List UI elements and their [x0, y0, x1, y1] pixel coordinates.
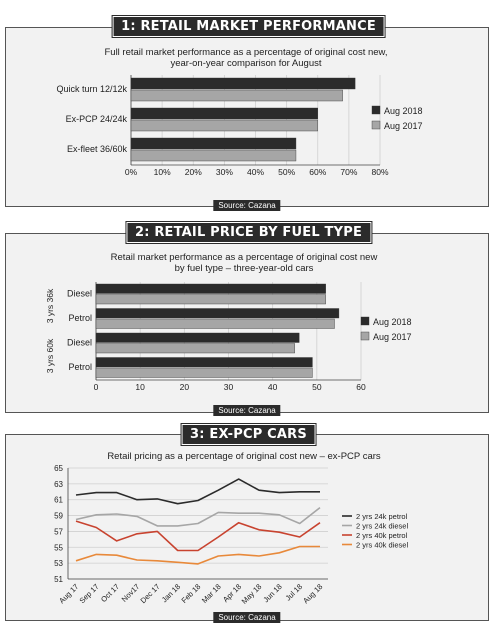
chart-1-category-label: Ex-fleet 36/60k [67, 144, 128, 154]
chart-2-group-label: 3 yrs 36k [45, 288, 55, 323]
chart-2-subtitle-line: Retail market performance as a percentag… [111, 252, 378, 263]
chart-2-x-tick-label: 0 [94, 382, 99, 392]
chart-panel-fuel-type: Retail market performance as a percentag… [5, 233, 489, 416]
chart-3-y-tick-label: 55 [54, 543, 63, 552]
chart-3-series-line-2-yrs-24k-petrol [75, 478, 320, 505]
chart-2-bar-aug-2017 [95, 367, 313, 378]
chart-1-bar-aug-2018 [130, 77, 356, 90]
chart-3-y-tick-label: 61 [54, 496, 63, 505]
chart-3-legend-label: 2 yrs 40k diesel [356, 541, 408, 550]
chart-panel-ex-pcp: Retail pricing as a percentage of origin… [5, 434, 489, 623]
chart-2-source: Source: Cazana [213, 405, 281, 416]
chart-2-legend-label: Aug 2017 [373, 332, 412, 342]
chart-3-source: Source: Cazana [213, 612, 281, 623]
chart-1-category-label: Quick turn 12/12k [56, 84, 127, 94]
chart-3-y-tick-label: 65 [54, 464, 63, 473]
chart-2-bar-aug-2018 [95, 308, 340, 319]
chart-2-x-tick-label: 60 [356, 382, 366, 392]
chart-1-x-tick-label: 30% [216, 167, 233, 177]
chart-2-category-label: Diesel [67, 289, 92, 299]
chart-3-y-tick-label: 59 [54, 512, 63, 521]
chart-3-x-tick-label: Feb 18 [180, 582, 203, 605]
chart-1-x-tick-label: 0% [125, 167, 138, 177]
chart-1-canvas: Full retail market performance as a perc… [56, 47, 423, 177]
chart-2-canvas: Retail market performance as a percentag… [45, 252, 412, 392]
chart-2-bar-aug-2018 [95, 283, 326, 294]
chart-1-bar-aug-2018 [130, 107, 318, 120]
chart-1-bar-aug-2018 [130, 137, 297, 150]
chart-3-x-tick-label: Jun 18 [261, 582, 283, 604]
chart-3-x-tick-label: Dec 17 [139, 582, 162, 605]
chart-2-bar-aug-2018 [95, 357, 313, 368]
chart-2-subtitle-line: by fuel type – three-year-old cars [175, 263, 314, 274]
chart-1-bar-aug-2017 [130, 119, 318, 132]
chart-2-x-tick-label: 10 [135, 382, 145, 392]
chart-3-legend-label: 2 yrs 24k petrol [356, 512, 408, 521]
chart-1-bar-aug-2017 [130, 89, 343, 102]
chart-2-heading: 2: RETAIL PRICE BY FUEL TYPE [124, 221, 373, 244]
chart-3-subtitle: Retail pricing as a percentage of origin… [107, 451, 381, 462]
chart-2-bar-aug-2017 [95, 343, 295, 354]
chart-2-category-label: Petrol [68, 313, 92, 323]
chart-3-x-tick-label: May 18 [240, 582, 264, 606]
chart-2-x-tick-label: 20 [180, 382, 190, 392]
chart-2-legend-swatch [360, 331, 370, 341]
chart-3-y-tick-label: 53 [54, 559, 63, 568]
chart-3-x-tick-label: Oct 17 [99, 582, 121, 604]
chart-3-y-tick-label: 51 [54, 575, 63, 584]
chart-1-bar-aug-2017 [130, 149, 297, 162]
chart-1-x-tick-label: 10% [154, 167, 171, 177]
chart-1-x-tick-label: 20% [185, 167, 202, 177]
chart-3-y-tick-label: 57 [54, 527, 63, 536]
chart-1-category-label: Ex-PCP 24/24k [66, 114, 128, 124]
chart-1-legend-swatch [371, 105, 381, 115]
chart-3-x-tick-label: Sep 17 [78, 582, 101, 605]
chart-3-x-tick-label: Aug 17 [57, 582, 80, 605]
chart-2-x-tick-label: 30 [224, 382, 234, 392]
chart-3-heading: 3: EX-PCP CARS [180, 423, 317, 446]
chart-2-x-tick-label: 50 [312, 382, 322, 392]
chart-2-bar-aug-2017 [95, 294, 326, 305]
chart-3-x-tick-label: Aug 18 [301, 582, 324, 605]
chart-3-series-line-2-yrs-40k-diesel [75, 545, 320, 565]
chart-3-x-tick-label: Mar 18 [200, 582, 223, 605]
chart-1-x-tick-label: 80% [371, 167, 388, 177]
chart-2-category-label: Petrol [68, 362, 92, 372]
chart-1-legend-label: Aug 2017 [384, 121, 423, 131]
chart-1-heading: 1: RETAIL MARKET PERFORMANCE [111, 15, 386, 38]
chart-1-subtitle-line: year-on-year comparison for August [170, 58, 321, 69]
chart-3-x-tick-label: Nov17 [120, 582, 142, 604]
chart-3-series-line-2-yrs-40k-petrol [75, 520, 321, 552]
chart-2-legend-label: Aug 2018 [373, 317, 412, 327]
chart-1-subtitle-line: Full retail market performance as a perc… [104, 47, 387, 58]
chart-1-x-tick-label: 60% [309, 167, 326, 177]
chart-1-x-tick-label: 70% [340, 167, 357, 177]
chart-2-group-label: 3 yrs 60k [45, 338, 55, 373]
chart-3-legend-label: 2 yrs 24k diesel [356, 522, 408, 531]
chart-3-y-tick-label: 63 [54, 480, 63, 489]
chart-panel-retail-market: Full retail market performance as a perc… [5, 27, 489, 211]
chart-3-canvas: Retail pricing as a percentage of origin… [54, 451, 408, 606]
chart-1-x-tick-label: 40% [247, 167, 264, 177]
chart-3-legend-label: 2 yrs 40k petrol [356, 531, 408, 540]
chart-2-x-tick-label: 40 [268, 382, 278, 392]
chart-1-x-tick-label: 50% [278, 167, 295, 177]
chart-1-source: Source: Cazana [213, 200, 281, 211]
chart-2-legend-swatch [360, 316, 370, 326]
chart-2-category-label: Diesel [67, 338, 92, 348]
chart-1-legend-label: Aug 2018 [384, 106, 423, 116]
chart-2-bar-aug-2017 [95, 318, 335, 329]
chart-1-legend-swatch [371, 120, 381, 130]
chart-2-bar-aug-2018 [95, 332, 300, 343]
chart-3-x-tick-label: Jan 18 [160, 582, 182, 604]
chart-3-series-line-2-yrs-24k-diesel [75, 506, 321, 527]
